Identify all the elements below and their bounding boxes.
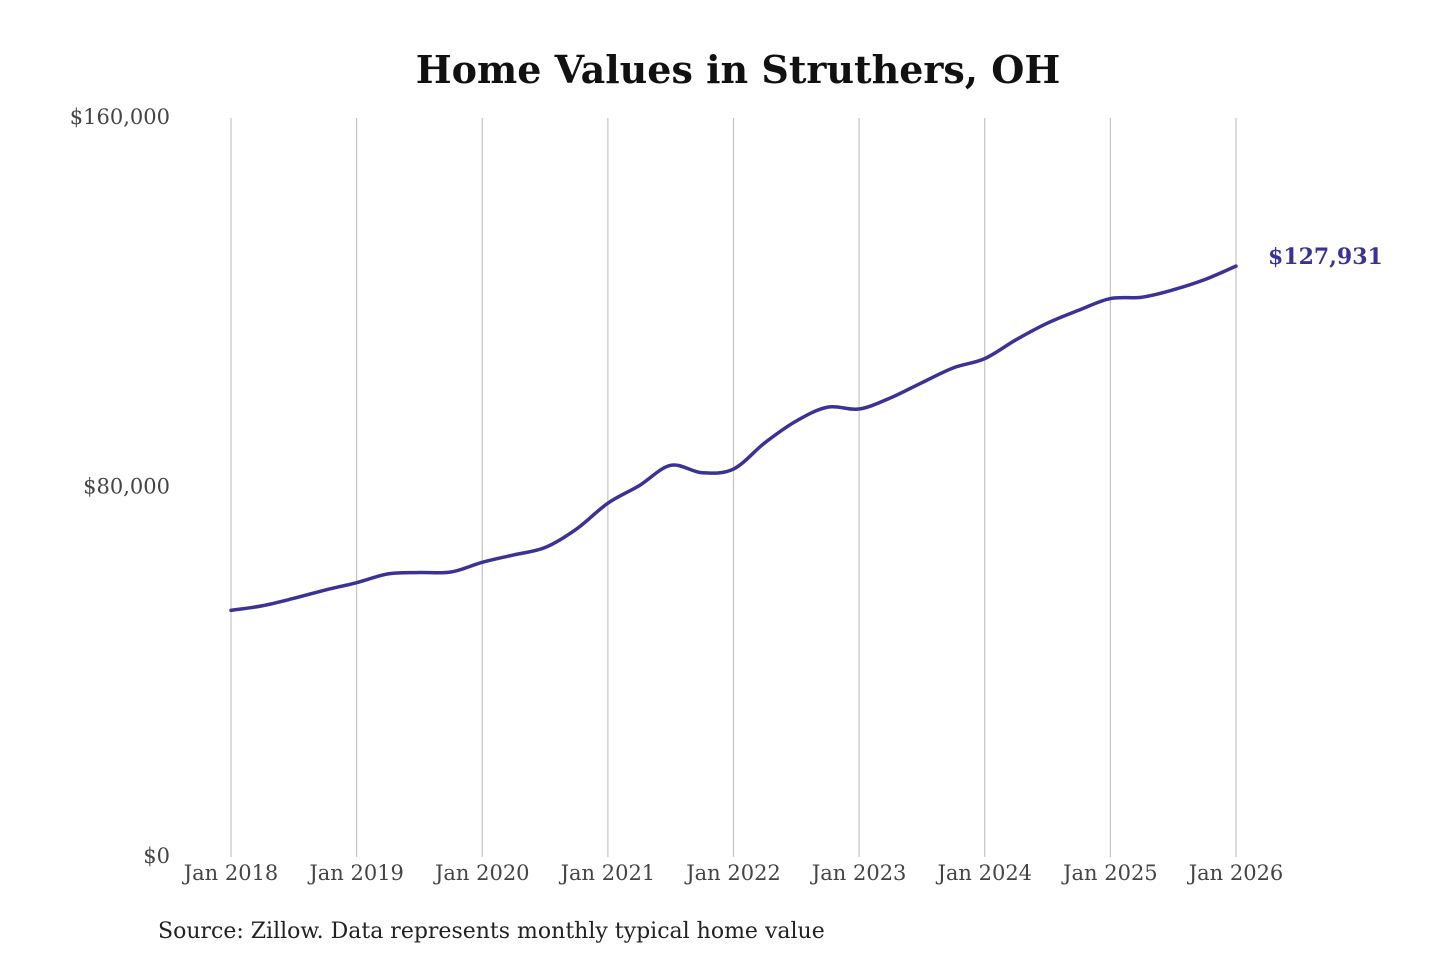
series-layer xyxy=(229,264,1238,613)
x-tick-label: Jan 2023 xyxy=(810,861,907,885)
x-tick-label: Jan 2025 xyxy=(1061,861,1158,885)
gridlines xyxy=(230,118,1237,857)
x-axis-ticks: Jan 2018 Jan 2019 Jan 2020 Jan 2021 Jan 2022… xyxy=(182,861,1284,885)
y-tick-label: $80,000 xyxy=(83,475,170,499)
x-tick-label: Jan 2026 xyxy=(1187,861,1284,885)
x-tick-label: Jan 2018 xyxy=(182,861,279,885)
x-tick-label: Jan 2024 xyxy=(935,861,1032,885)
y-tick-label: $160,000 xyxy=(70,105,170,129)
y-tick-label: $0 xyxy=(143,844,170,868)
chart-title: Home Values in Struthers, OH xyxy=(416,47,1061,92)
x-tick-label: Jan 2021 xyxy=(559,861,656,885)
x-tick-label: Jan 2020 xyxy=(433,861,530,885)
end-value-label: $127,931 xyxy=(1268,244,1383,270)
y-axis-ticks: $0 $80,000 $160,000 xyxy=(70,105,170,868)
series-line-0 xyxy=(229,264,1238,613)
source-note: Source: Zillow. Data represents monthly … xyxy=(158,919,825,944)
x-tick-label: Jan 2022 xyxy=(684,861,781,885)
x-tick-label: Jan 2019 xyxy=(307,861,404,885)
